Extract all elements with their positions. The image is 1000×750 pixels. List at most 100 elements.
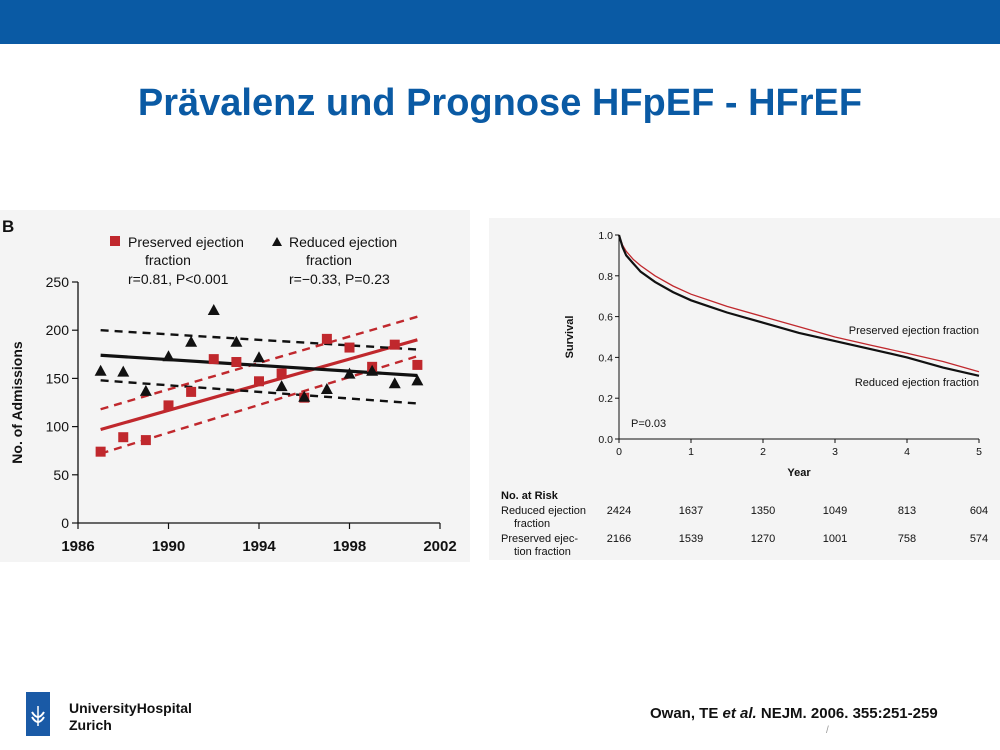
- reduced-point: [94, 364, 107, 376]
- x-tick-label: 3: [832, 446, 838, 458]
- university-logo-icon: [26, 692, 50, 736]
- page-mark: /: [826, 725, 829, 736]
- legend-reduced-label2: fraction: [306, 252, 352, 268]
- citation-author: Owan, TE: [650, 705, 723, 722]
- p-value-annotation: P=0.03: [631, 418, 666, 430]
- preserved-point: [186, 386, 197, 397]
- y-tick-label: 0.0: [598, 434, 613, 446]
- x-tick-label: 1990: [152, 538, 185, 555]
- y-tick-label: 0.6: [598, 312, 613, 324]
- preserved-point: [276, 368, 287, 379]
- x-tick-label: 5: [976, 446, 982, 458]
- y-tick-label: 0.4: [598, 352, 613, 364]
- legend-preserved-label2: fraction: [145, 252, 191, 268]
- risk-cell: 1049: [823, 505, 847, 517]
- preserved-point: [412, 359, 423, 370]
- y-tick-label: 100: [46, 419, 70, 435]
- preserved-point: [95, 446, 106, 457]
- reduced-point: [117, 365, 130, 377]
- reduced-ci-upper-line: [100, 329, 418, 351]
- y-tick-label: 0.8: [598, 271, 613, 283]
- risk-table-header: No. at Risk: [501, 490, 559, 502]
- survival-chart: 0.0 0.2 0.4 0.6 0.8 1.0 0 1 2 3 4 5 Survival Year P=0.…: [501, 230, 988, 558]
- university-name: UniversityHospital Zurich: [69, 700, 192, 734]
- risk-row-label-cont: tion fraction: [514, 546, 571, 558]
- preserved-point: [389, 339, 400, 350]
- preserved-survival-line: [618, 234, 980, 373]
- reduced-point: [343, 367, 356, 379]
- preserved-point: [321, 333, 332, 344]
- preserved-point: [254, 376, 264, 387]
- y-tick-label: 200: [46, 322, 70, 338]
- y-tick-label: 0: [61, 515, 69, 531]
- admissions-chart: B 0 50 100 150 200 250 1986 1990 1994 1998 2002 No. …: [2, 217, 457, 555]
- university-name-line2: Zurich: [69, 717, 112, 733]
- legend-reduced-marker: [272, 237, 282, 246]
- x-axis-label: Year: [787, 467, 811, 479]
- legend-preserved-marker: [110, 236, 120, 246]
- citation-journal: NEJM. 2006. 355:251-259: [756, 705, 938, 722]
- survival-chart-panel: 0.0 0.2 0.4 0.6 0.8 1.0 0 1 2 3 4 5 Survival Year P=0.…: [489, 218, 1000, 560]
- risk-cell: 813: [898, 505, 916, 517]
- y-tick-label: 150: [46, 370, 70, 386]
- risk-cell: 758: [898, 533, 916, 545]
- preserved-point: [208, 354, 219, 365]
- risk-row-label: Reduced ejection: [501, 505, 586, 517]
- preserved-point: [118, 432, 129, 443]
- risk-row-label: Preserved ejec-: [501, 533, 578, 545]
- risk-cell: 1539: [679, 533, 703, 545]
- reduced-point: [388, 377, 401, 389]
- top-bar: [0, 0, 1000, 44]
- x-tick-label: 1998: [333, 538, 366, 555]
- reduced-point: [298, 390, 311, 402]
- risk-cell: 574: [970, 533, 988, 545]
- logo-mark: [31, 706, 45, 726]
- reduced-point: [230, 335, 243, 347]
- preserved-series-label: Preserved ejection fraction: [849, 325, 979, 337]
- preserved-point: [163, 400, 174, 411]
- y-tick-label: 1.0: [598, 230, 613, 242]
- reduced-point: [139, 384, 152, 396]
- x-tick-label: 1986: [61, 538, 94, 555]
- reduced-point: [320, 383, 333, 395]
- y-tick-label: 50: [53, 467, 69, 483]
- risk-cell: 604: [970, 505, 988, 517]
- legend-reduced-stat: r=−0.33, P=0.23: [289, 271, 390, 287]
- slide-title: Prävalenz und Prognose HFpEF - HFrEF: [137, 82, 863, 124]
- reduced-fit-line: [100, 353, 418, 378]
- x-tick-label: 1: [688, 446, 694, 458]
- reduced-point: [185, 335, 198, 347]
- risk-row-label-cont: fraction: [514, 518, 550, 530]
- preserved-point: [231, 357, 242, 368]
- y-axis-label: No. of Admissions: [9, 341, 25, 464]
- risk-cell: 1637: [679, 505, 703, 517]
- x-tick-label: 2002: [423, 538, 456, 555]
- x-tick-label: 4: [904, 446, 910, 458]
- risk-cell: 1270: [751, 533, 775, 545]
- risk-cell: 2424: [607, 505, 631, 517]
- citation: Owan, TE et al. NEJM. 2006. 355:251-259: [650, 705, 938, 722]
- x-tick-label: 0: [616, 446, 622, 458]
- admissions-chart-panel: B 0 50 100 150 200 250 1986 1990 1994 1998 2002 No. …: [0, 210, 470, 562]
- x-tick-label: 2: [760, 446, 766, 458]
- reduced-point: [253, 351, 265, 363]
- legend-preserved-label: Preserved ejection: [128, 234, 244, 250]
- reduced-series-label: Reduced ejection fraction: [855, 377, 979, 389]
- risk-cell: 1001: [823, 533, 847, 545]
- y-axis-label: Survival: [564, 316, 576, 359]
- risk-cell: 2166: [607, 533, 631, 545]
- risk-cell: 1350: [751, 505, 775, 517]
- y-tick-label: 0.2: [598, 393, 613, 405]
- y-tick-label: 250: [46, 274, 70, 290]
- legend-reduced-label: Reduced ejection: [289, 234, 397, 250]
- university-name-line1: UniversityHospital: [69, 700, 192, 716]
- x-tick-label: 1994: [242, 538, 276, 555]
- reduced-point: [366, 364, 379, 376]
- preserved-point: [344, 342, 355, 353]
- panel-label: B: [2, 217, 14, 236]
- reduced-ci-lower-line: [100, 379, 418, 405]
- reduced-point: [411, 374, 424, 386]
- preserved-point: [140, 435, 151, 446]
- reduced-survival-line: [617, 234, 980, 377]
- citation-etal: et al.: [722, 705, 757, 722]
